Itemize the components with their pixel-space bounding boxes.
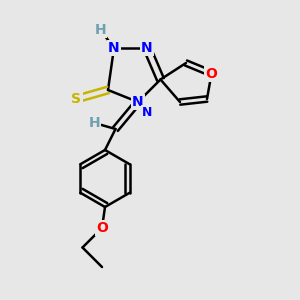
Text: N: N <box>132 95 144 109</box>
Text: N: N <box>141 41 153 55</box>
Text: N: N <box>142 106 152 119</box>
Text: S: S <box>71 92 82 106</box>
Text: H: H <box>89 116 100 130</box>
Text: O: O <box>206 67 218 80</box>
Text: O: O <box>96 221 108 235</box>
Text: H: H <box>95 23 106 37</box>
Text: N: N <box>108 41 120 55</box>
